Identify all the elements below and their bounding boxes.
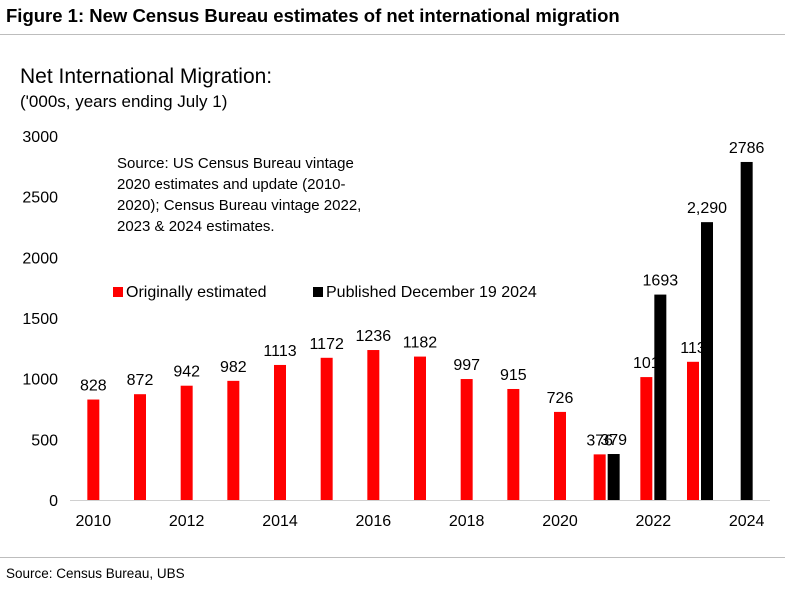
bar-originally-estimated: [180, 385, 193, 500]
source-note: Source: US Census Bureau vintage 2020 es…: [117, 155, 361, 235]
note-line: 2020); Census Bureau vintage 2022,: [117, 197, 361, 214]
legend-swatch-original: [113, 287, 123, 297]
data-label: 376: [586, 432, 613, 449]
data-label: 915: [500, 367, 527, 384]
bar-originally-estimated: [134, 394, 146, 500]
bar-originally-estimated: [593, 454, 606, 500]
y-tick-label: 3000: [22, 129, 58, 146]
bar-originally-estimated: [227, 380, 240, 500]
x-axis: 2010 2012 2014 2016 2018 2020 2022 2024: [70, 500, 770, 530]
y-tick-label: 2000: [22, 250, 58, 267]
x-tick-label: 2012: [169, 513, 205, 530]
bars: [87, 161, 753, 500]
y-tick-label: 2500: [22, 190, 58, 207]
y-tick-label: 1500: [22, 311, 58, 328]
bar-published: [701, 222, 713, 500]
legend-label-original: Originally estimated: [126, 284, 267, 301]
data-label: 1182: [403, 335, 438, 352]
x-tick-label: 2022: [636, 513, 672, 530]
bar-published: [654, 294, 667, 500]
data-label: 2,290: [687, 200, 727, 217]
data-label: 1693: [643, 273, 679, 290]
x-tick-label: 2020: [542, 513, 578, 530]
y-axis: 0 500 1000 1500 2000 2500 3000: [22, 129, 58, 510]
x-tick-label: 2024: [729, 513, 765, 530]
data-label: 726: [547, 390, 574, 407]
chart-subtitle: ('000s, years ending July 1): [20, 92, 227, 111]
bar-originally-estimated: [87, 399, 100, 500]
data-label: 2786: [729, 140, 765, 157]
data-label: 113: [680, 340, 706, 357]
x-tick-label: 2018: [449, 513, 485, 530]
bar-originally-estimated: [414, 356, 426, 500]
x-tick-label: 2016: [356, 513, 392, 530]
migration-bar-chart: Net International Migration: ('000s, yea…: [20, 65, 770, 530]
bar-originally-estimated: [687, 361, 699, 500]
bottom-divider: [0, 557, 785, 558]
note-line: Source: US Census Bureau vintage: [117, 155, 354, 172]
bar-originally-estimated: [460, 379, 473, 500]
legend: Originally estimated Published December …: [113, 284, 537, 301]
bar-originally-estimated: [320, 357, 333, 500]
note-line: 2020 estimates and update (2010-: [117, 176, 346, 193]
chart-title: Net International Migration:: [20, 65, 272, 88]
bar-originally-estimated: [274, 364, 286, 500]
bar-published: [740, 161, 753, 500]
bar-labels: 828 872 942 982 1113 1172 1236 1182 997 915 726 376…: [80, 140, 765, 449]
x-tick-label: 2014: [262, 513, 298, 530]
bar-originally-estimated: [640, 377, 653, 500]
note-line: 2023 & 2024 estimates.: [117, 218, 275, 235]
bar-originally-estimated: [554, 411, 566, 500]
legend-swatch-published: [313, 287, 323, 297]
y-tick-label: 0: [49, 493, 58, 510]
top-divider: [0, 34, 785, 35]
figure-source: Source: Census Bureau, UBS: [6, 566, 185, 581]
data-label: 828: [80, 378, 107, 395]
bar-originally-estimated: [507, 388, 520, 500]
bar-originally-estimated: [367, 350, 380, 500]
data-label: 1236: [356, 328, 392, 345]
data-label: 1172: [309, 336, 344, 353]
data-label: 997: [453, 357, 480, 374]
x-tick-label: 2010: [76, 513, 112, 530]
figure-title: Figure 1: New Census Bureau estimates of…: [6, 5, 620, 26]
bar-published: [607, 454, 620, 500]
data-label: 1113: [263, 343, 296, 360]
data-label: 982: [220, 359, 247, 376]
data-label: 379: [600, 432, 627, 449]
legend-label-published: Published December 19 2024: [326, 284, 537, 301]
y-tick-label: 1000: [22, 372, 58, 389]
data-label: 872: [127, 372, 154, 389]
y-tick-label: 500: [31, 432, 58, 449]
data-label: 942: [173, 364, 200, 381]
data-label: 101: [633, 355, 660, 372]
